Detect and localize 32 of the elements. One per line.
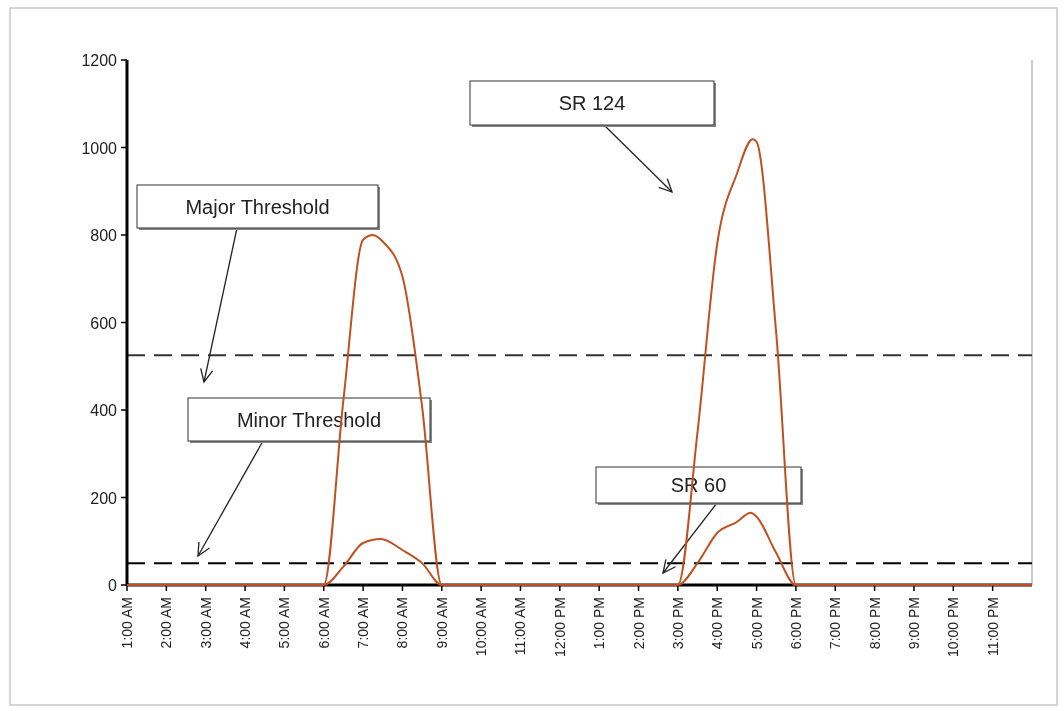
- x-tick-label: 2:00 PM: [630, 597, 647, 650]
- x-tick-label: 7:00 PM: [827, 597, 844, 650]
- x-tick-label: 8:00 PM: [866, 597, 883, 650]
- x-tick-label: 3:00 AM: [197, 597, 214, 649]
- x-tick-label: 2:00 AM: [158, 597, 175, 649]
- annotation: Major Threshold: [185, 195, 330, 218]
- y-tick-label: 0: [108, 577, 118, 594]
- x-tick-label: 9:00 AM: [433, 597, 450, 649]
- x-tick-label: 1:00 PM: [591, 597, 608, 650]
- x-tick-label: 5:00 PM: [748, 597, 765, 650]
- x-tick-label: 7:00 AM: [355, 597, 372, 649]
- y-tick-label: 800: [90, 227, 118, 244]
- x-tick-label: 3:00 PM: [669, 597, 686, 650]
- y-tick-label: 200: [90, 489, 118, 507]
- x-tick-label: 1:00 AM: [119, 597, 135, 649]
- y-tick-label: 1000: [81, 139, 118, 157]
- x-tick-label: 12:00 PM: [551, 597, 568, 657]
- x-tick-label: 5:00 AM: [276, 597, 293, 649]
- x-tick-label: 6:00 AM: [315, 597, 332, 649]
- x-tick-label: 11:00 PM: [984, 597, 1001, 656]
- text: SR 124: [558, 92, 626, 114]
- x-tick-label: 4:00 AM: [237, 597, 254, 649]
- y-tick-label: 400: [90, 402, 118, 419]
- y-tick-label: 1200: [81, 52, 118, 69]
- x-tick-label: 9:00 PM: [905, 597, 922, 650]
- x-tick-label: 10:00 AM: [473, 597, 490, 657]
- x-tick-label: 6:00 PM: [787, 597, 804, 650]
- x-tick-label: 10:00 PM: [945, 597, 962, 657]
- x-tick-label: 4:00 PM: [709, 597, 726, 650]
- x-tick-label: 11:00 AM: [512, 597, 529, 656]
- x-tick-label: 8:00 AM: [394, 597, 411, 649]
- y-tick-label: 600: [90, 314, 118, 332]
